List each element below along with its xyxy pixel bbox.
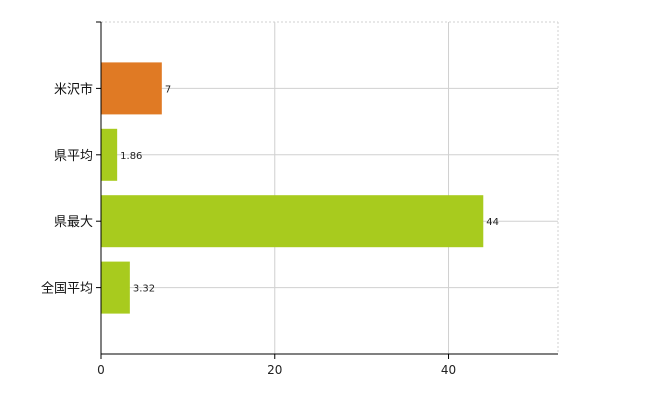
bar-0 xyxy=(101,62,162,115)
data-label-3: 3.32 xyxy=(133,284,155,295)
x-tick-label-2: 40 xyxy=(441,363,456,377)
category-label-2: 県最大 xyxy=(54,215,93,230)
bar-3 xyxy=(101,261,130,314)
axis-layer xyxy=(96,21,558,359)
bar-1 xyxy=(101,128,118,181)
bar-layer xyxy=(101,62,484,314)
grid-layer xyxy=(101,21,559,354)
label-layer: 7 米沢市 1.86 県平均 44 県最大 3.32 全国平均 0 20 40 xyxy=(41,81,499,377)
category-label-0: 米沢市 xyxy=(54,81,93,97)
data-label-0: 7 xyxy=(165,84,171,95)
x-tick-label-0: 0 xyxy=(97,363,105,377)
data-label-2: 44 xyxy=(486,217,499,228)
bar-2 xyxy=(101,195,484,248)
data-label-1: 1.86 xyxy=(120,151,142,162)
category-label-3: 全国平均 xyxy=(41,281,93,297)
category-label-1: 県平均 xyxy=(54,149,93,164)
x-tick-label-1: 20 xyxy=(267,363,282,377)
